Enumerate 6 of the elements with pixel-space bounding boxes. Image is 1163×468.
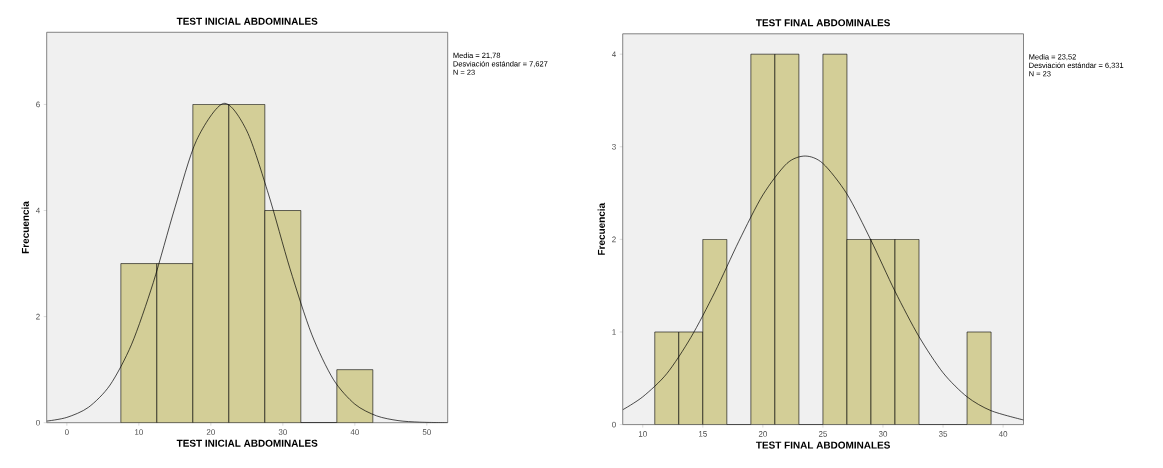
- x-axis-title: TEST INICIAL ABDOMINALES: [176, 439, 318, 447]
- chart-title: TEST FINAL ABDOMINALES: [755, 19, 890, 27]
- y-axis-title: Frecuencia: [597, 202, 605, 255]
- chart-title: TEST INICIAL ABDOMINALES: [176, 17, 318, 25]
- y-axis-title: Frecuencia: [21, 201, 29, 254]
- x-axis-title: TEST FINAL ABDOMINALES: [755, 441, 890, 449]
